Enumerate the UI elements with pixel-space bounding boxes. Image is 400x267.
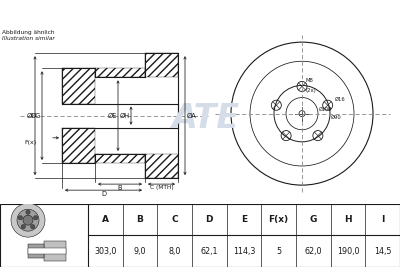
Text: C: C (171, 215, 178, 224)
Text: 8,0: 8,0 (168, 246, 181, 256)
Text: 24.0109-0152.1    409152: 24.0109-0152.1 409152 (100, 6, 300, 21)
Bar (28, 244, 44, 258)
Text: Illustration similar: Illustration similar (2, 36, 55, 41)
Text: 114,3: 114,3 (233, 246, 255, 256)
Text: 5: 5 (276, 246, 281, 256)
Circle shape (30, 225, 35, 229)
Text: Ø100: Ø100 (319, 107, 332, 112)
Text: ØG: ØG (31, 113, 41, 119)
Text: F(x): F(x) (269, 215, 289, 224)
Text: ØH: ØH (120, 113, 130, 119)
Circle shape (17, 209, 39, 231)
Text: M8: M8 (305, 78, 313, 83)
Text: A: A (102, 215, 109, 224)
Text: 303,0: 303,0 (94, 246, 116, 256)
Circle shape (23, 215, 33, 225)
Text: Ø16: Ø16 (335, 97, 346, 102)
Text: I: I (381, 215, 384, 224)
Text: ØA: ØA (186, 113, 196, 119)
Text: Abbildung ähnlich: Abbildung ähnlich (2, 30, 54, 35)
Text: 9,0: 9,0 (134, 246, 146, 256)
Text: Ø90: Ø90 (331, 115, 342, 120)
Text: G: G (310, 215, 317, 224)
Circle shape (18, 215, 22, 220)
Text: D: D (101, 191, 106, 197)
Circle shape (21, 225, 26, 229)
Circle shape (26, 210, 30, 214)
Text: B: B (136, 215, 144, 224)
Bar (28, 248, 66, 254)
Text: 62,1: 62,1 (200, 246, 218, 256)
Bar (44, 241, 66, 261)
Text: 62,0: 62,0 (304, 246, 322, 256)
Text: (2x): (2x) (305, 88, 316, 93)
Text: E: E (241, 215, 247, 224)
Circle shape (11, 203, 45, 237)
Text: 14,5: 14,5 (374, 246, 392, 256)
Text: ATE: ATE (171, 102, 239, 135)
Text: H: H (344, 215, 352, 224)
Text: C (MTH): C (MTH) (150, 185, 173, 190)
Text: F(x): F(x) (24, 140, 36, 145)
Text: 190,0: 190,0 (337, 246, 359, 256)
Text: B: B (118, 185, 122, 191)
Text: ØI: ØI (27, 113, 34, 119)
Text: D: D (206, 215, 213, 224)
Circle shape (34, 215, 38, 220)
Text: ØE: ØE (108, 113, 117, 119)
